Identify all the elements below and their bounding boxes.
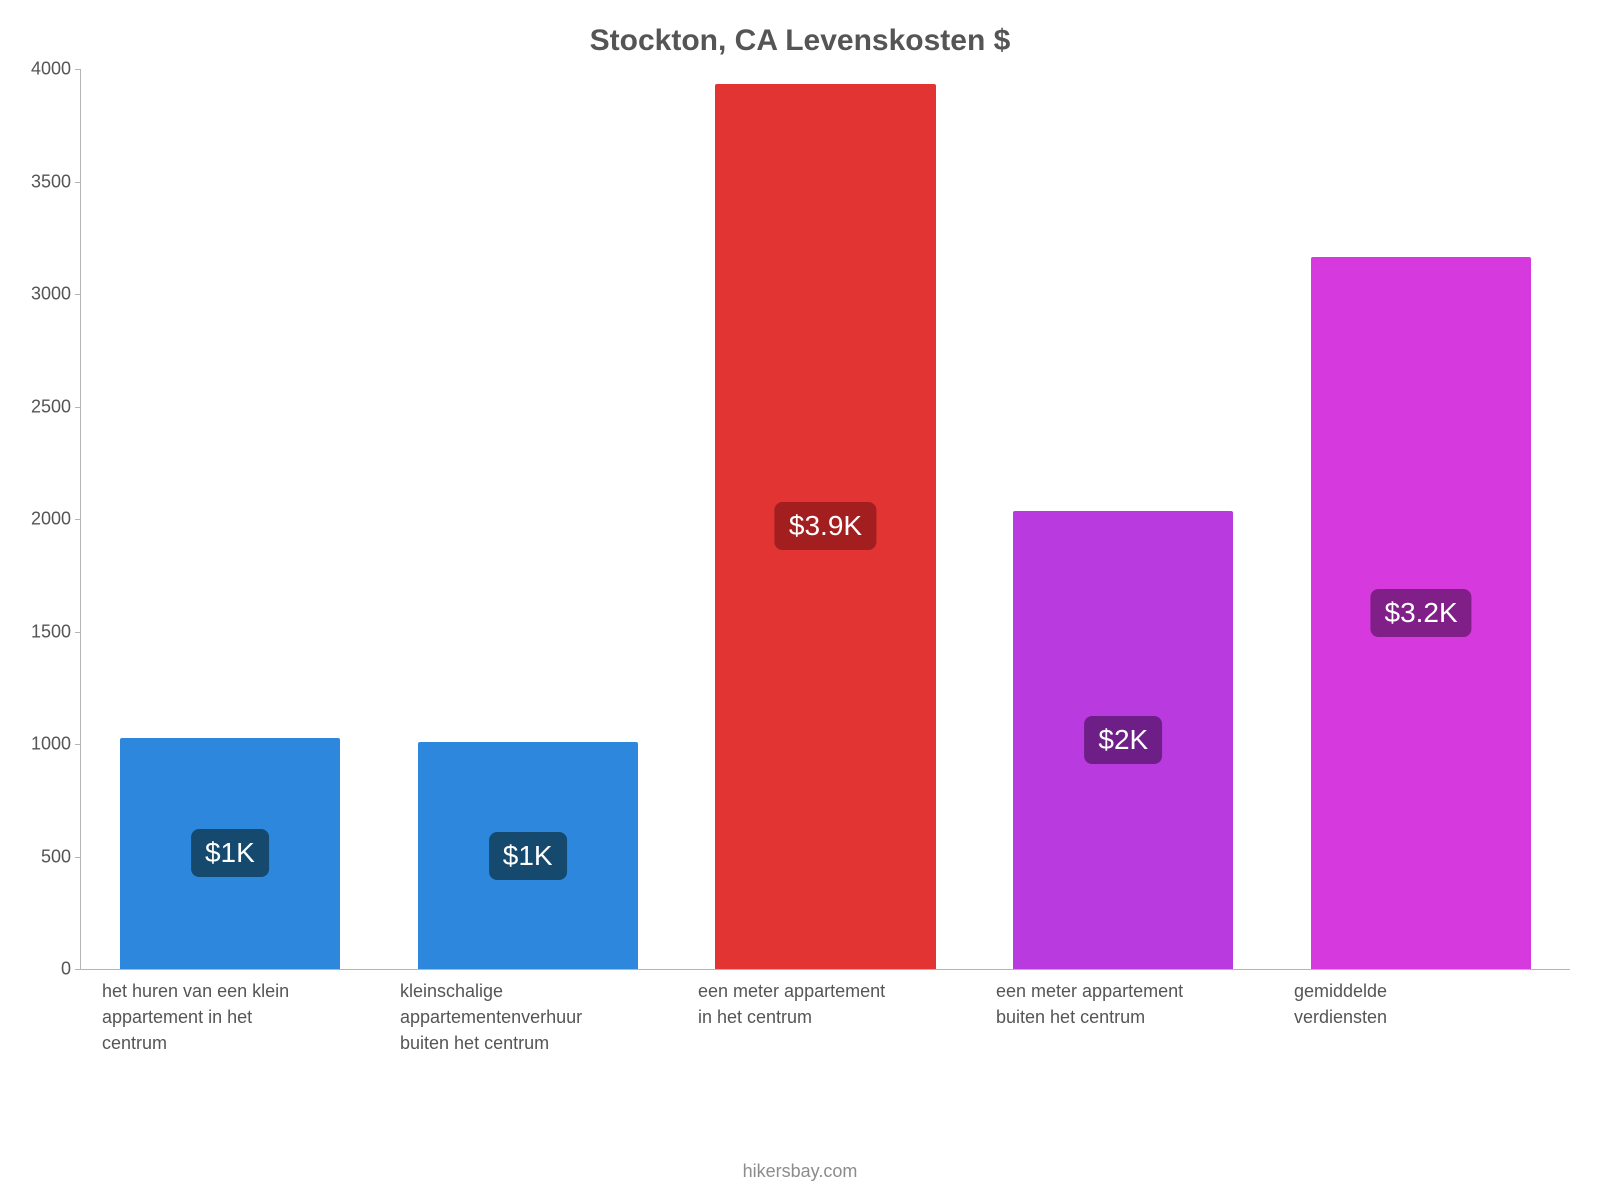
x-label-slot: het huren van een klein appartement in h… (80, 978, 378, 1056)
x-label-slot: gemiddelde verdiensten (1272, 978, 1570, 1056)
bar-slot: $1K (81, 70, 379, 969)
y-tick-mark (75, 744, 81, 745)
y-tick-mark (75, 182, 81, 183)
x-label-slot: een meter appartement in het centrum (676, 978, 974, 1056)
y-tick-label: 3000 (31, 284, 81, 305)
bar: $3.9K (715, 84, 935, 970)
value-badge: $1K (191, 829, 269, 877)
y-tick-mark (75, 969, 81, 970)
plot-area: $1K$1K$3.9K$2K$3.2K 05001000150020002500… (80, 70, 1570, 970)
y-tick-mark (75, 857, 81, 858)
x-axis-label: een meter appartement buiten het centrum (996, 978, 1186, 1030)
chart-title: Stockton, CA Levenskosten $ (0, 24, 1600, 58)
bar: $1K (120, 738, 340, 969)
x-axis-label: kleinschalige appartementenverhuur buite… (400, 978, 590, 1056)
y-tick-label: 2500 (31, 396, 81, 417)
y-tick-mark (75, 407, 81, 408)
y-tick-label: 2000 (31, 509, 81, 530)
value-badge: $3.9K (775, 502, 876, 550)
y-tick-label: 1000 (31, 734, 81, 755)
value-badge: $3.2K (1370, 589, 1471, 637)
y-tick-label: 1500 (31, 621, 81, 642)
y-tick-label: 4000 (31, 59, 81, 80)
x-label-slot: een meter appartement buiten het centrum (974, 978, 1272, 1056)
bars-container: $1K $1K $3.9K $2K $3.2K (81, 70, 1570, 969)
x-axis-label: het huren van een klein appartement in h… (102, 978, 292, 1056)
value-badge: $1K (489, 832, 567, 880)
bar-slot: $3.9K (677, 70, 975, 969)
x-axis-labels: het huren van een klein appartement in h… (80, 978, 1570, 1056)
bar-slot: $3.2K (1272, 70, 1570, 969)
bar: $2K (1013, 511, 1233, 969)
y-tick-mark (75, 632, 81, 633)
cost-of-living-chart: Stockton, CA Levenskosten $ $1K$1K$3.9K$… (0, 0, 1600, 1200)
bar: $3.2K (1311, 257, 1531, 969)
source-attribution: hikersbay.com (0, 1161, 1600, 1182)
y-tick-mark (75, 519, 81, 520)
x-label-slot: kleinschalige appartementenverhuur buite… (378, 978, 676, 1056)
y-tick-mark (75, 294, 81, 295)
y-tick-mark (75, 69, 81, 70)
y-tick-label: 3500 (31, 171, 81, 192)
x-axis-label: gemiddelde verdiensten (1294, 978, 1484, 1030)
value-badge: $2K (1084, 716, 1162, 764)
x-axis-label: een meter appartement in het centrum (698, 978, 888, 1030)
bar-slot: $2K (974, 70, 1272, 969)
bar: $1K (418, 742, 638, 969)
bar-slot: $1K (379, 70, 677, 969)
